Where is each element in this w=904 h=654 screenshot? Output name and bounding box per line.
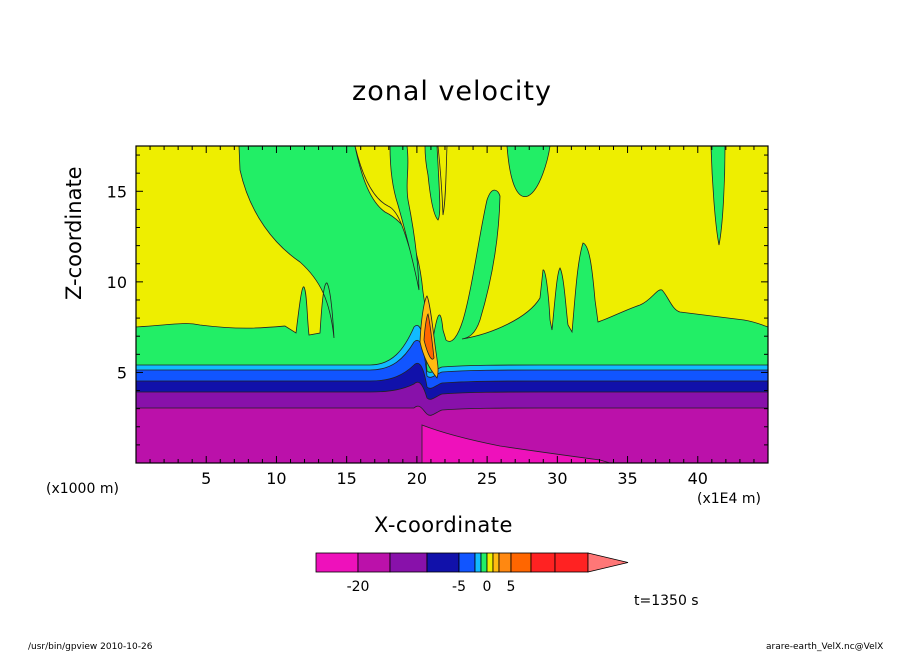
y-axis-ticks: 5 10 15 xyxy=(107,154,768,446)
colorbar-segment xyxy=(458,552,476,573)
x-tick-label: 10 xyxy=(266,469,286,488)
footer-right: arare-earth_VelX.nc@VelX xyxy=(766,642,884,652)
colorbar-segment xyxy=(530,552,556,573)
colorbar-tick-label: 0 xyxy=(483,579,492,595)
x-tick-label: 40 xyxy=(688,469,708,488)
contour-plume-green-4 xyxy=(710,145,726,246)
colorbar: -20 -5 0 5 xyxy=(315,552,629,595)
y-tick-label: 10 xyxy=(107,273,127,292)
colorbar-segment xyxy=(426,552,460,573)
colorbar-segment xyxy=(554,552,589,573)
colorbar-tick-label: 5 xyxy=(507,579,516,595)
x-axis-label: X-coordinate xyxy=(374,513,513,537)
y-axis-unit: (x1000 m) xyxy=(46,481,119,497)
colorbar-segment xyxy=(492,552,500,573)
colorbar-extension xyxy=(587,552,629,573)
x-tick-label: 15 xyxy=(336,469,356,488)
x-tick-label: 30 xyxy=(547,469,567,488)
colorbar-tick-label: -20 xyxy=(347,579,370,595)
contour-jet-core xyxy=(423,313,435,360)
colorbar-segment xyxy=(315,552,359,573)
colorbar-segment xyxy=(498,552,512,573)
colorbar-segment xyxy=(474,552,482,573)
contour-patch-yellow-2 xyxy=(437,145,448,216)
y-axis-label: Z-coordinate xyxy=(62,166,86,300)
x-tick-label: 25 xyxy=(477,469,497,488)
contour-region-strong-negative xyxy=(421,424,611,464)
colorbar-segment xyxy=(510,552,532,573)
x-axis-ticks: 5 10 15 20 25 30 35 40 xyxy=(149,146,755,488)
y-tick-label: 5 xyxy=(117,363,127,382)
time-label: t=1350 s xyxy=(634,593,699,609)
x-tick-label: 20 xyxy=(407,469,427,488)
x-axis-unit: (x1E4 m) xyxy=(697,491,761,507)
contour-plume-green-2 xyxy=(424,145,441,221)
colorbar-tick-label: -5 xyxy=(452,579,466,595)
chart-title: zonal velocity xyxy=(352,76,552,107)
colorbar-segment xyxy=(389,552,428,573)
contour-field xyxy=(135,145,769,464)
y-tick-label: 15 xyxy=(107,182,127,201)
footer-left: /usr/bin/gpview 2010-10-26 xyxy=(28,642,153,652)
colorbar-segment xyxy=(486,552,494,573)
x-tick-label: 35 xyxy=(617,469,637,488)
colorbar-segment xyxy=(480,552,488,573)
x-tick-label: 5 xyxy=(201,469,211,488)
plot-frame xyxy=(135,145,769,464)
colorbar-segment xyxy=(357,552,391,573)
contour-plume-green-3 xyxy=(506,145,551,198)
contour-plume-green-1 xyxy=(389,145,420,291)
